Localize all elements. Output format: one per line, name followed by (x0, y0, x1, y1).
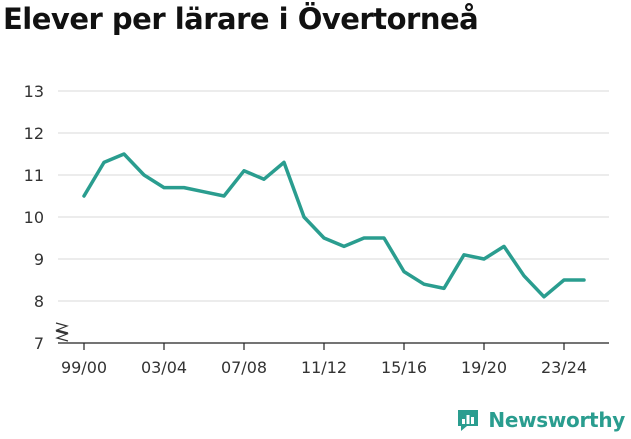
x-tick-label: 23/24 (541, 358, 587, 377)
x-axis: 99/00 03/04 07/08 11/12 15/16 19/20 23/24 (55, 322, 609, 377)
series-layer (82, 152, 586, 299)
x-tick-label: 99/00 (61, 358, 107, 377)
y-tick-label: 13 (24, 82, 44, 101)
y-tick-label: 8 (34, 292, 44, 311)
x-tick-label: 03/04 (141, 358, 187, 377)
line-chart: 7 8 9 10 11 12 13 99/00 03/04 07/08 11/12 15/16 19/… (24, 82, 609, 377)
x-tick-label: 19/20 (461, 358, 507, 377)
x-tick-label: 11/12 (301, 358, 347, 377)
y-tick-label: 11 (24, 166, 44, 185)
y-tick-label: 9 (34, 250, 44, 269)
y-axis-ticks: 7 8 9 10 11 12 13 (24, 82, 44, 353)
y-tick-label: 7 (34, 334, 44, 353)
chart-title: Elever per lärare i Övertorneå (3, 2, 479, 36)
axis-break-icon (55, 322, 69, 342)
brand-logo: Newsworthy (455, 407, 625, 433)
gridlines (58, 90, 609, 302)
y-tick-label: 10 (24, 208, 44, 227)
newsworthy-logo-icon (458, 410, 479, 431)
x-tick-label: 15/16 (381, 358, 427, 377)
brand-name: Newsworthy (488, 408, 625, 432)
y-tick-label: 12 (24, 124, 44, 143)
x-tick-label: 07/08 (221, 358, 267, 377)
series-line (82, 152, 586, 299)
